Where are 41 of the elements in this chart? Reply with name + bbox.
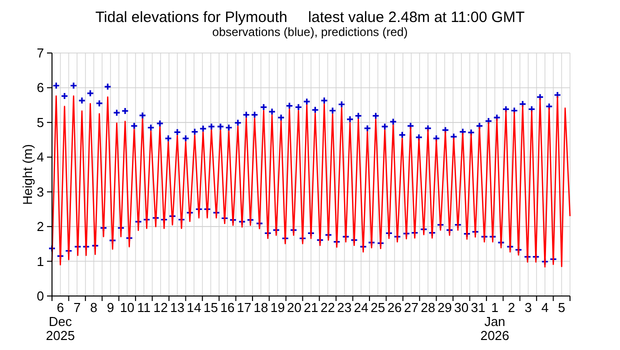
y-tick-label: 7	[36, 46, 44, 60]
x-tick-label: 25	[370, 300, 386, 315]
x-tick-label: 4	[541, 300, 549, 315]
x-tick-label: 5	[558, 300, 566, 315]
x-tick-label: 27	[404, 300, 418, 315]
y-tick-label: 4	[36, 150, 44, 165]
x-tick-label: 26	[387, 300, 402, 315]
y-tick-label: 1	[36, 254, 44, 269]
x-tick-label: 3	[524, 300, 532, 315]
x-tick-label: 2	[508, 300, 516, 315]
y-tick-label: 0	[36, 288, 44, 304]
y-axis-title: Height (m)	[20, 144, 35, 205]
x-tick-label: 10	[120, 300, 134, 315]
y-tick-label: 5	[36, 114, 44, 130]
x-tick-label: 16	[220, 300, 235, 315]
x-tick-label: 30	[454, 300, 469, 315]
x-tick-label: 20	[287, 300, 302, 315]
y-tick-label: 2	[36, 219, 44, 234]
x-tick-label: 7	[73, 300, 81, 315]
x-tick-label: 14	[186, 300, 202, 315]
y-tick-label: 3	[36, 184, 44, 200]
x-tick-label: 28	[420, 300, 436, 315]
x-tick-label: 18	[254, 300, 268, 315]
x-tick-label: 29	[437, 300, 452, 315]
chart-title: Tidal elevations for Plymouth latest value 2.48m at 11:00 GMT	[95, 9, 525, 26]
chart-subtitle: observations (blue), predictions (red)	[212, 25, 408, 39]
x-tick-label: 22	[320, 300, 335, 315]
x-tick-label: 8	[90, 300, 98, 315]
x-tick-label: 9	[106, 300, 114, 315]
x-tick-label: 24	[354, 300, 368, 315]
x-tick-label: 31	[470, 300, 486, 315]
x-tick-label: 11	[137, 300, 151, 315]
x-tick-label: 15	[204, 300, 218, 315]
x-tick-label: 21	[304, 300, 318, 315]
x-tick-label: 17	[236, 300, 252, 315]
x-tick-label: 23	[337, 300, 352, 315]
x-tick-label: 6 Dec 2025	[46, 300, 75, 343]
y-tick-label: 6	[36, 80, 44, 96]
x-tick-label: 19	[270, 300, 285, 315]
x-tick-label: 12	[153, 300, 168, 315]
x-tick-label: 13	[170, 300, 185, 315]
